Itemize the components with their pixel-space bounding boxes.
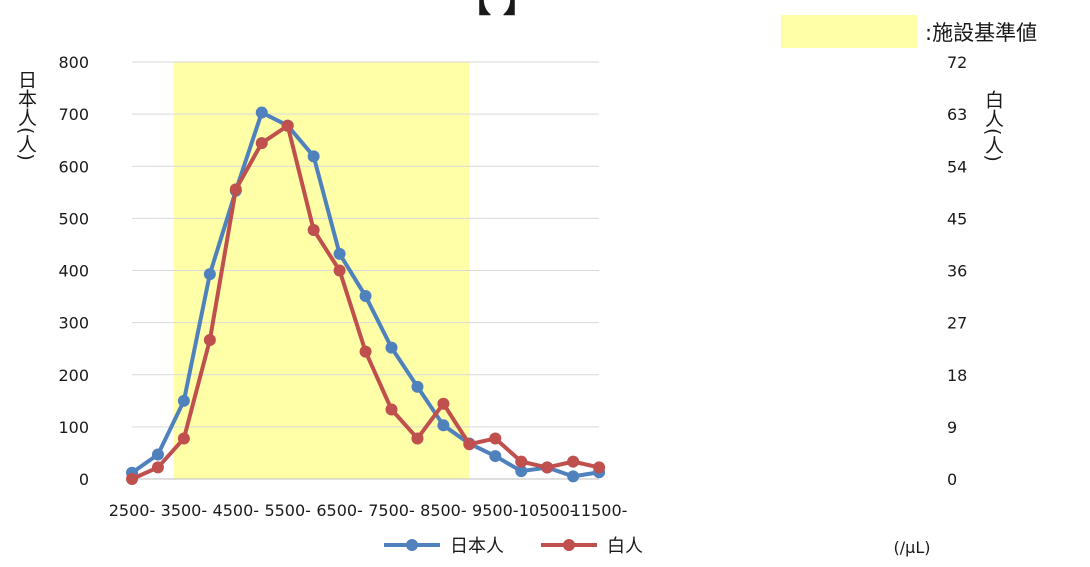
- x-tick-label: 3500-: [161, 501, 208, 520]
- data-point-japanese: [437, 419, 450, 432]
- data-point-japanese: [255, 106, 268, 119]
- y-left-axis-title: 日本人(人): [15, 70, 37, 161]
- x-tick-label: 7500-: [368, 501, 415, 520]
- data-point-japanese: [333, 247, 346, 260]
- data-point-japanese: [489, 450, 502, 463]
- y-left-tick-label: 400: [58, 262, 89, 281]
- x-tick-label: 10500-: [519, 501, 576, 520]
- y-right-tick-label: 36: [947, 262, 967, 281]
- y-left-tick-label: 700: [58, 105, 89, 124]
- y-left-tick-label: 100: [58, 418, 89, 437]
- data-point-white: [126, 473, 138, 485]
- y-right-axis-title: 白人(人): [982, 90, 1004, 162]
- data-point-white: [177, 432, 190, 445]
- chart-title: 【 】: [457, 0, 537, 21]
- x-tick-label: 4500-: [213, 501, 260, 520]
- y-right-tick-label: 18: [947, 366, 967, 385]
- x-tick-label: 2500-: [109, 501, 156, 520]
- legend-marker-japanese: [406, 539, 418, 551]
- data-point-japanese: [151, 448, 164, 461]
- x-tick-label: 5500-: [264, 501, 311, 520]
- y-right-tick-label: 27: [947, 314, 967, 333]
- data-point-japanese: [203, 268, 216, 281]
- data-point-white: [359, 345, 372, 358]
- reference-band-swatch: [781, 15, 917, 48]
- data-point-white: [281, 119, 294, 132]
- y-right-tick-label: 63: [947, 105, 967, 124]
- y-left-tick-label: 800: [58, 53, 89, 72]
- y-right-tick-label: 72: [947, 53, 967, 72]
- series-layer: [126, 106, 606, 485]
- data-point-white: [307, 223, 320, 236]
- y-left-tick-label: 0: [79, 470, 89, 489]
- data-point-white: [333, 264, 346, 277]
- data-point-japanese: [515, 465, 528, 478]
- y-left-tick-label: 200: [58, 366, 89, 385]
- tick-label-layer: 0 100 200 300 400 500 600 700 800 0 9 18 27 36 45 54 63 7…: [58, 53, 967, 520]
- reference-band-label: :施設基準値: [925, 21, 1037, 45]
- legend-marker-white: [563, 539, 575, 551]
- data-point-japanese: [307, 150, 320, 163]
- y-right-tick-label: 9: [947, 418, 957, 437]
- y-left-tick-label: 600: [58, 157, 89, 176]
- y-left-tick-label: 500: [58, 209, 89, 228]
- data-point-japanese: [177, 394, 190, 407]
- x-tick-label: 11500-: [571, 501, 628, 520]
- y-right-tick-label: 54: [947, 157, 967, 176]
- data-point-white: [567, 455, 580, 468]
- data-point-white: [203, 334, 216, 346]
- data-point-japanese: [411, 380, 424, 393]
- data-point-white: [515, 455, 528, 468]
- data-point-white: [437, 397, 450, 410]
- data-point-white: [463, 438, 476, 451]
- grid-layer: [132, 61, 600, 480]
- data-point-white: [489, 432, 502, 445]
- data-point-japanese: [567, 470, 580, 483]
- data-point-white: [411, 432, 424, 445]
- y-left-tick-label: 300: [58, 314, 89, 333]
- data-point-japanese: [385, 341, 398, 354]
- x-axis-unit: (/μL): [894, 538, 931, 557]
- data-point-white: [541, 461, 554, 474]
- data-point-white: [151, 461, 164, 474]
- legend-label-japanese: 日本人: [450, 536, 504, 557]
- y-right-tick-label: 0: [947, 470, 957, 489]
- data-point-white: [255, 137, 268, 150]
- y-right-tick-label: 45: [947, 209, 967, 228]
- x-tick-label: 6500-: [316, 501, 363, 520]
- x-tick-label: 8500-: [420, 501, 467, 520]
- data-point-white: [385, 403, 398, 416]
- data-point-japanese: [359, 290, 372, 303]
- data-point-white: [229, 183, 242, 196]
- x-tick-label: 9500-: [472, 501, 519, 520]
- data-point-white: [593, 461, 606, 474]
- legend: 日本人 白人: [384, 536, 643, 557]
- legend-label-white: 白人: [607, 536, 643, 557]
